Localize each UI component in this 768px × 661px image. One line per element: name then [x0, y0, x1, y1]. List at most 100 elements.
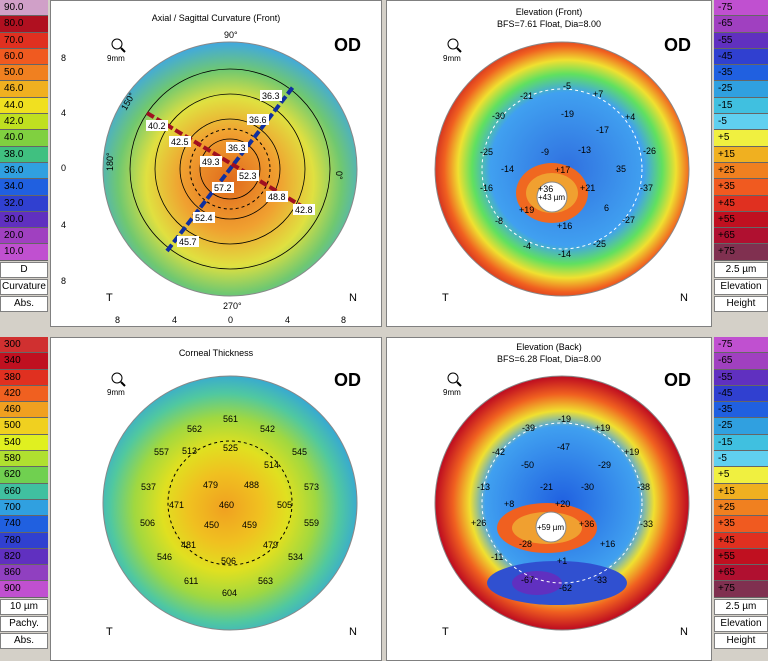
svg-text:4: 4	[285, 315, 290, 325]
map-value: -29	[598, 460, 611, 470]
legend-swatch: 50.0	[0, 65, 48, 82]
map-value: -4	[523, 241, 531, 251]
legend-unit: 2.5 µm	[714, 261, 768, 278]
map-value: 604	[222, 588, 237, 598]
map-value: +7	[593, 89, 603, 99]
map-value: -19	[561, 109, 574, 119]
search-icon[interactable]	[447, 372, 462, 387]
legend-swatch: 900	[0, 581, 48, 598]
map-value: 52.3	[239, 171, 257, 181]
map-value: 481	[181, 540, 196, 550]
map-value: 546	[157, 552, 172, 562]
legend-swatch: -15	[714, 434, 768, 452]
legend-swatch: 700	[0, 499, 48, 517]
ring-grid	[129, 68, 331, 270]
corneal-thickness-panel[interactable]: Corneal Thickness OD 9mm 561 562 542 513 525…	[50, 337, 382, 661]
legend-swatch: +35	[714, 516, 768, 533]
legend-mode: Height	[714, 295, 768, 312]
legend-swatch: 380	[0, 369, 48, 386]
legend-swatch: 780	[0, 532, 48, 549]
svg-text:8: 8	[61, 276, 66, 286]
legend-swatch: 340	[0, 353, 48, 370]
legend-swatch: -55	[714, 32, 768, 49]
map-value: 459	[242, 520, 257, 530]
legend-swatch: -65	[714, 353, 768, 370]
map-value: +8	[504, 499, 514, 509]
eye-label: OD	[334, 35, 361, 55]
legend-mode: Height	[714, 632, 768, 649]
svg-text:270°: 270°	[223, 301, 242, 311]
legend-swatch: 300	[0, 337, 48, 354]
legend-swatch: 580	[0, 451, 48, 468]
map-value: 6	[604, 203, 609, 213]
map-value: 52.4	[195, 213, 213, 223]
map-value: 513	[182, 446, 197, 456]
svg-text:4: 4	[61, 220, 66, 230]
legend-swatch: 38.0	[0, 146, 48, 163]
map-value: 506	[221, 556, 236, 566]
legend-swatch: -65	[714, 16, 768, 33]
legend-type: Curvature	[0, 278, 48, 295]
front-elevation-map[interactable]: 9mm +43 µm -5 +7 -21 -19 +4 -30 -17 -25 -9 -13 -26…	[387, 1, 711, 326]
back-elevation-map[interactable]: 9mm +59 µm -19 +19 -39 -47 -42 +19 -50 -29 -13 -2…	[387, 338, 711, 660]
legend-swatch: +35	[714, 179, 768, 196]
map-value: -26	[643, 146, 656, 156]
map-value: 562	[187, 424, 202, 434]
panel-subtitle: BFS=6.28 Float, Dia=8.00	[496, 354, 602, 364]
back-elevation-panel[interactable]: Elevation (Back) BFS=6.28 Float, Dia=8.0…	[386, 337, 712, 661]
map-value: 35	[616, 164, 626, 174]
svg-text:90°: 90°	[224, 30, 238, 40]
legend-swatch: +5	[714, 130, 768, 147]
zoom-label: 9mm	[443, 388, 461, 397]
nasal-label: N	[680, 626, 688, 638]
legend-swatch: 60.0	[0, 48, 48, 66]
curvature-map-panel[interactable]: Axial / Sagittal Curvature (Front) OD 9m…	[50, 0, 382, 327]
front-elevation-panel[interactable]: Elevation (Front) BFS=7.61 Float, Dia=8.…	[386, 0, 712, 327]
map-value: 514	[264, 460, 279, 470]
legend-swatch: +65	[714, 228, 768, 245]
search-icon[interactable]	[447, 38, 462, 53]
map-value: 573	[304, 482, 319, 492]
map-value: -47	[557, 442, 570, 452]
svg-text:4: 4	[172, 315, 177, 325]
legend-type: Pachy.	[0, 615, 48, 632]
search-icon[interactable]	[111, 372, 126, 387]
legend-swatch: -35	[714, 402, 768, 419]
legend-swatch: -5	[714, 114, 768, 131]
temporal-label: T	[106, 626, 113, 638]
temporal-label: T	[442, 626, 449, 638]
map-value: 611	[184, 576, 198, 586]
panel-subtitle: BFS=7.61 Float, Dia=8.00	[496, 19, 602, 29]
svg-text:0: 0	[228, 315, 233, 325]
map-value: 479	[263, 540, 278, 550]
map-value: 505	[277, 500, 292, 510]
legend-unit: 10 µm	[0, 598, 48, 615]
zoom-label: 9mm	[107, 388, 125, 397]
map-value: -39	[522, 423, 535, 433]
y-ticks: 8 4 0 4 8	[61, 53, 66, 286]
legend-swatch: 820	[0, 548, 48, 566]
legend-swatch: -75	[714, 337, 768, 354]
corneal-thickness-map[interactable]: 9mm 561 562 542 513 525 557 545 514 479 488 537 573…	[51, 338, 381, 660]
legend-swatch: 620	[0, 467, 48, 484]
legend-swatch: 460	[0, 402, 48, 419]
map-value: -37	[640, 183, 653, 193]
map-value: +16	[600, 539, 615, 549]
curvature-map[interactable]: 9mm 36.3 36.6 40.2 42.5 49.3 36.3 57.2 52.3 48.8…	[51, 1, 381, 326]
legend-swatch: 46.0	[0, 81, 48, 98]
legend-swatch: 20.0	[0, 228, 48, 245]
map-value: -62	[559, 583, 572, 593]
map-value: 563	[258, 576, 273, 586]
legend-swatch: +55	[714, 211, 768, 229]
map-value: 57.2	[214, 183, 232, 193]
legend-mode: Abs.	[0, 632, 48, 649]
legend-mode: Abs.	[0, 295, 48, 312]
search-icon[interactable]	[111, 38, 126, 53]
map-value: +21	[580, 183, 595, 193]
map-value: 471	[169, 500, 184, 510]
legend-swatch: 40.0	[0, 130, 48, 147]
map-value: -11	[491, 552, 503, 562]
map-value: -17	[596, 125, 609, 135]
map-value: -33	[640, 519, 653, 529]
pachymetry-legend: 300 340 380 420 460 500 540 580 620 660 700 740 780 8…	[0, 337, 48, 661]
